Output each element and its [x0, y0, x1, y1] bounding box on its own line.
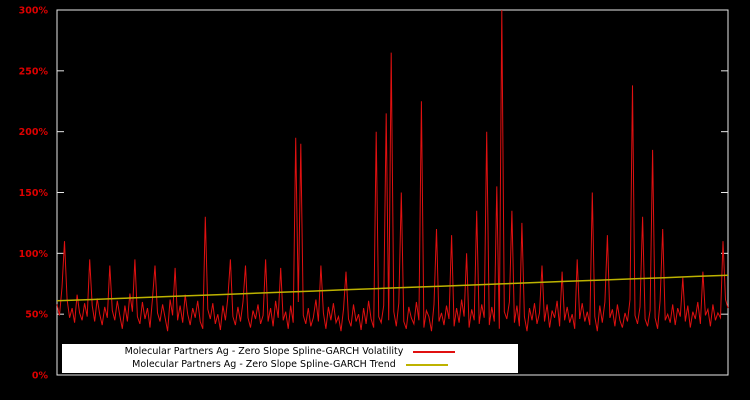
trend-line-sample — [405, 364, 448, 366]
legend: Molecular Partners Ag - Zero Slope Splin… — [62, 344, 518, 373]
y-tick-label: 150% — [19, 188, 49, 199]
legend-item-trend: Molecular Partners Ag - Zero Slope Splin… — [68, 359, 512, 371]
y-tick-label: 250% — [19, 66, 49, 77]
y-tick-label: 100% — [19, 249, 49, 260]
legend-item-volatility: Molecular Partners Ag - Zero Slope Splin… — [68, 346, 512, 358]
legend-label-trend: Molecular Partners Ag - Zero Slope Splin… — [132, 359, 396, 370]
y-tick-label: 0% — [32, 371, 49, 382]
volatility-line-sample — [413, 351, 456, 353]
legend-label-volatility: Molecular Partners Ag - Zero Slope Splin… — [124, 346, 404, 357]
trend-series-line — [56, 274, 729, 302]
volatility-series-line — [56, 9, 729, 332]
y-tick-label: 300% — [19, 6, 49, 17]
y-tick-label: 200% — [19, 127, 49, 138]
y-tick-label: 50% — [25, 310, 48, 321]
